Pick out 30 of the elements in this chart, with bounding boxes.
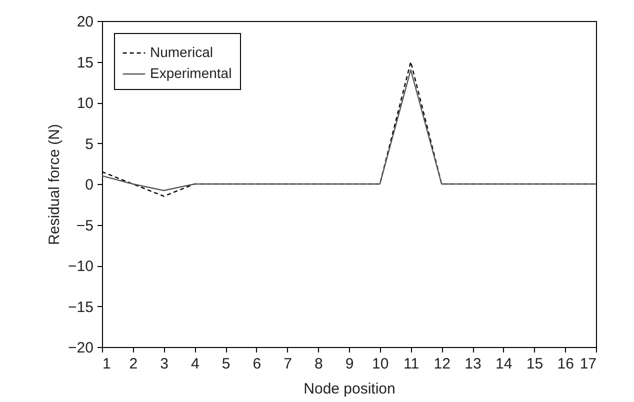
y-tick-label: 0 <box>85 176 94 194</box>
y-tick-label: 5 <box>85 136 94 153</box>
y-tick-label: 15 <box>76 54 94 72</box>
y-tick-label: −20 <box>68 340 94 356</box>
x-tick-label: 12 <box>434 356 450 372</box>
x-tick-label: 14 <box>496 356 512 372</box>
x-tick-label: 5 <box>222 356 230 372</box>
x-axis-title: Node position <box>304 380 396 398</box>
y-tick-label: 10 <box>76 95 94 112</box>
y-tick-label: 20 <box>76 14 94 30</box>
x-tick-label: 2 <box>129 356 138 372</box>
x-tick-label: 17 <box>580 356 596 372</box>
x-tick-label: 15 <box>526 356 544 372</box>
x-tick-label: 7 <box>284 356 292 372</box>
x-tick-label: 6 <box>252 356 262 372</box>
legend-label: Numerical <box>150 44 214 60</box>
x-tick-label: 4 <box>190 356 200 372</box>
y-axis-title: Residual force (N) <box>46 124 64 245</box>
x-tick-label: 16 <box>557 356 574 372</box>
x-tick-label: 8 <box>314 356 323 372</box>
y-tick-label: −5 <box>76 217 94 234</box>
y-tick-label: −10 <box>68 258 94 275</box>
x-tick-label: 13 <box>464 356 482 372</box>
x-tick-label: 9 <box>345 356 354 372</box>
x-tick-label: 11 <box>403 356 420 372</box>
legend-label: Experimental <box>150 65 232 81</box>
x-tick-label: 3 <box>160 356 168 372</box>
x-tick-label: 1 <box>102 356 111 372</box>
y-tick-label: −15 <box>68 298 94 316</box>
x-tick-label: 10 <box>372 356 389 372</box>
